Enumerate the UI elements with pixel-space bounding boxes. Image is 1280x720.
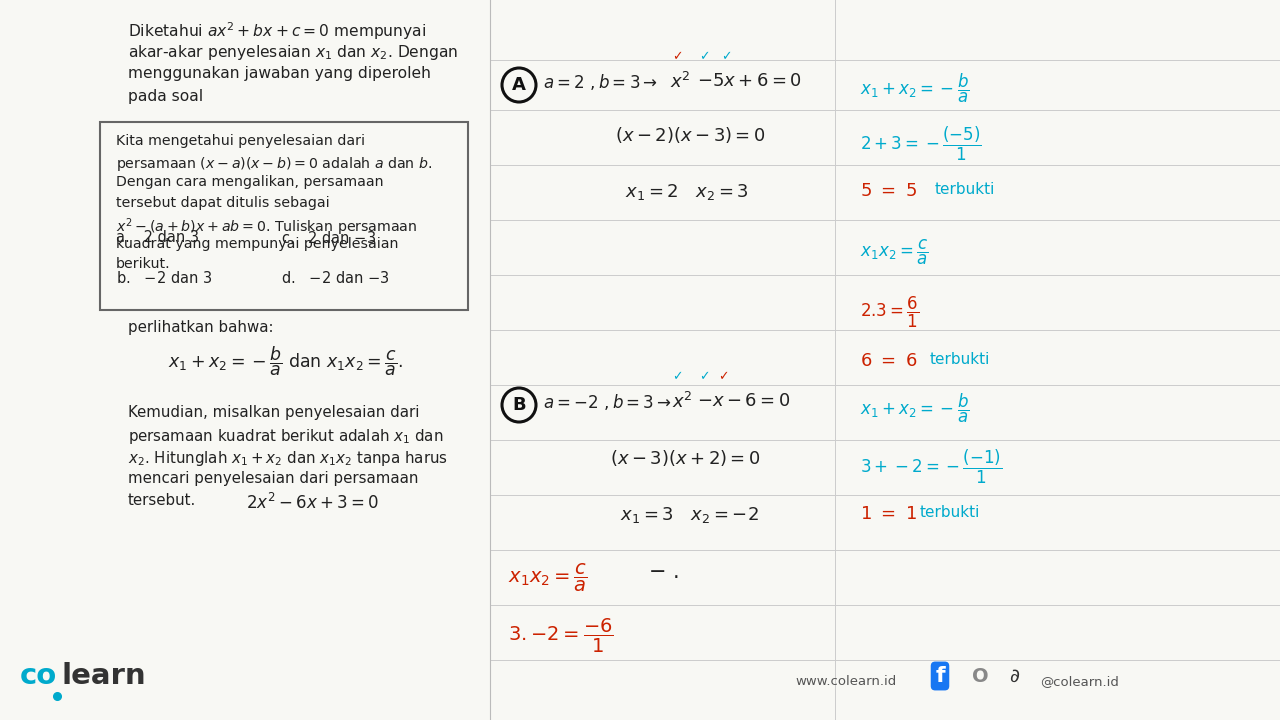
Text: kuadrat yang mempunyai penyelesaian: kuadrat yang mempunyai penyelesaian xyxy=(116,236,398,251)
Text: $x_1+x_2 = -\dfrac{b}{a}$: $x_1+x_2 = -\dfrac{b}{a}$ xyxy=(860,72,970,105)
FancyBboxPatch shape xyxy=(100,122,468,310)
Text: co: co xyxy=(20,662,58,690)
Text: $6\ =\ 6$: $6\ =\ 6$ xyxy=(860,352,918,370)
Text: $1\ =\ 1$: $1\ =\ 1$ xyxy=(860,505,916,523)
Text: mencari penyelesaian dari persamaan: mencari penyelesaian dari persamaan xyxy=(128,471,419,486)
Text: @colearn.id: @colearn.id xyxy=(1039,675,1119,688)
Text: $3 + -2 = -\dfrac{(-1)}{1}$: $3 + -2 = -\dfrac{(-1)}{1}$ xyxy=(860,448,1002,486)
Text: learn: learn xyxy=(61,662,147,690)
Text: $a{=}2\ ,b{=}3 \rightarrow$: $a{=}2\ ,b{=}3 \rightarrow$ xyxy=(543,72,658,92)
Text: terbukti: terbukti xyxy=(920,505,980,520)
Text: O: O xyxy=(972,667,988,686)
Text: terbukti: terbukti xyxy=(934,182,996,197)
Text: www.colearn.id: www.colearn.id xyxy=(795,675,896,688)
Text: tersebut dapat ditulis sebagai: tersebut dapat ditulis sebagai xyxy=(116,196,330,210)
Text: terbukti: terbukti xyxy=(931,352,991,367)
Text: b.   $-2$ dan 3: b. $-2$ dan 3 xyxy=(116,270,212,286)
Text: $(x-3)(x+2)=0$: $(x-3)(x+2)=0$ xyxy=(611,448,760,468)
Text: $x_1+x_2 = -\dfrac{b}{a}$: $x_1+x_2 = -\dfrac{b}{a}$ xyxy=(860,392,970,426)
Text: $\partial$: $\partial$ xyxy=(1010,667,1020,686)
Text: Dengan cara mengalikan, persamaan: Dengan cara mengalikan, persamaan xyxy=(116,175,384,189)
Text: $a{=}{-}2\ ,b{=}3 \rightarrow$: $a{=}{-}2\ ,b{=}3 \rightarrow$ xyxy=(543,392,672,412)
Text: Kemudian, misalkan penyelesaian dari: Kemudian, misalkan penyelesaian dari xyxy=(128,405,420,420)
Text: $-x-6=0$: $-x-6=0$ xyxy=(698,392,791,410)
Text: $\checkmark$: $\checkmark$ xyxy=(672,369,682,382)
Text: d.   $-2$ dan $-3$: d. $-2$ dan $-3$ xyxy=(282,270,389,286)
Text: $x_2$. Hitunglah $x_1 + x_2$ dan $x_1 x_2$ tanpa harus: $x_2$. Hitunglah $x_1 + x_2$ dan $x_1 x_… xyxy=(128,449,448,468)
Text: $\checkmark$: $\checkmark$ xyxy=(699,49,709,62)
Text: $2+3 = -\dfrac{(-5)}{1}$: $2+3 = -\dfrac{(-5)}{1}$ xyxy=(860,125,982,163)
Text: $\checkmark$: $\checkmark$ xyxy=(672,49,682,62)
Text: c.   2 dan $-3$: c. 2 dan $-3$ xyxy=(282,230,376,246)
Text: $x_1 x_2 = \dfrac{c}{a}$: $x_1 x_2 = \dfrac{c}{a}$ xyxy=(860,238,928,267)
Text: $x^2$: $x^2$ xyxy=(672,392,692,412)
Text: $x_1 + x_2 = -\dfrac{b}{a}$ dan $x_1 x_2 = \dfrac{c}{a}$.: $x_1 + x_2 = -\dfrac{b}{a}$ dan $x_1 x_2… xyxy=(168,345,403,379)
Text: $3.{-}2 = \dfrac{-6}{1}$: $3.{-}2 = \dfrac{-6}{1}$ xyxy=(508,617,614,655)
Text: $(x-2)(x-3)=0$: $(x-2)(x-3)=0$ xyxy=(614,125,765,145)
Text: $\checkmark$: $\checkmark$ xyxy=(721,49,731,62)
Text: persamaan kuadrat berikut adalah $x_1$ dan: persamaan kuadrat berikut adalah $x_1$ d… xyxy=(128,427,443,446)
Text: a.   2 dan 3: a. 2 dan 3 xyxy=(116,230,198,245)
Text: $-\ .$: $-\ .$ xyxy=(648,562,678,582)
Text: f: f xyxy=(936,666,945,686)
Text: pada soal: pada soal xyxy=(128,89,204,104)
Text: $\bf{B}$: $\bf{B}$ xyxy=(512,396,526,414)
Text: $x^2$: $x^2$ xyxy=(669,72,691,92)
Text: $\checkmark$: $\checkmark$ xyxy=(699,369,709,382)
Text: $-5x+6=0$: $-5x+6=0$ xyxy=(698,72,801,90)
Text: Kita mengetahui penyelesaian dari: Kita mengetahui penyelesaian dari xyxy=(116,134,365,148)
Text: persamaan $(x - a)(x - b) = 0$ adalah $a$ dan $b$.: persamaan $(x - a)(x - b) = 0$ adalah $a… xyxy=(116,155,433,173)
Text: menggunakan jawaban yang diperoleh: menggunakan jawaban yang diperoleh xyxy=(128,66,431,81)
Text: $\checkmark$: $\checkmark$ xyxy=(718,369,728,382)
Text: $x^2 - (a + b)x + ab = 0$. Tuliskan persamaan: $x^2 - (a + b)x + ab = 0$. Tuliskan pers… xyxy=(116,216,417,238)
Text: Diketahui $ax^2 + bx + c = 0$ mempunyai: Diketahui $ax^2 + bx + c = 0$ mempunyai xyxy=(128,20,426,42)
Text: $2.3 = \dfrac{6}{1}$: $2.3 = \dfrac{6}{1}$ xyxy=(860,295,919,330)
Text: $x_1{=}3 \quad x_2{=}{-}2$: $x_1{=}3 \quad x_2{=}{-}2$ xyxy=(620,505,759,525)
Text: akar-akar penyelesaian $x_1$ dan $x_2$. Dengan: akar-akar penyelesaian $x_1$ dan $x_2$. … xyxy=(128,43,458,62)
Text: berikut.: berikut. xyxy=(116,257,170,271)
Text: $x_1{=}2 \quad x_2{=}3$: $x_1{=}2 \quad x_2{=}3$ xyxy=(625,182,749,202)
Text: tersebut.: tersebut. xyxy=(128,493,196,508)
Text: $x_1 x_2 = \dfrac{c}{a}$: $x_1 x_2 = \dfrac{c}{a}$ xyxy=(508,562,588,594)
Text: $2x^2 - 6x + 3 = 0$: $2x^2 - 6x + 3 = 0$ xyxy=(246,493,379,513)
Text: perlihatkan bahwa:: perlihatkan bahwa: xyxy=(128,320,274,335)
Text: $5\ =\ 5$: $5\ =\ 5$ xyxy=(860,182,916,200)
Text: $\bf{A}$: $\bf{A}$ xyxy=(511,76,527,94)
